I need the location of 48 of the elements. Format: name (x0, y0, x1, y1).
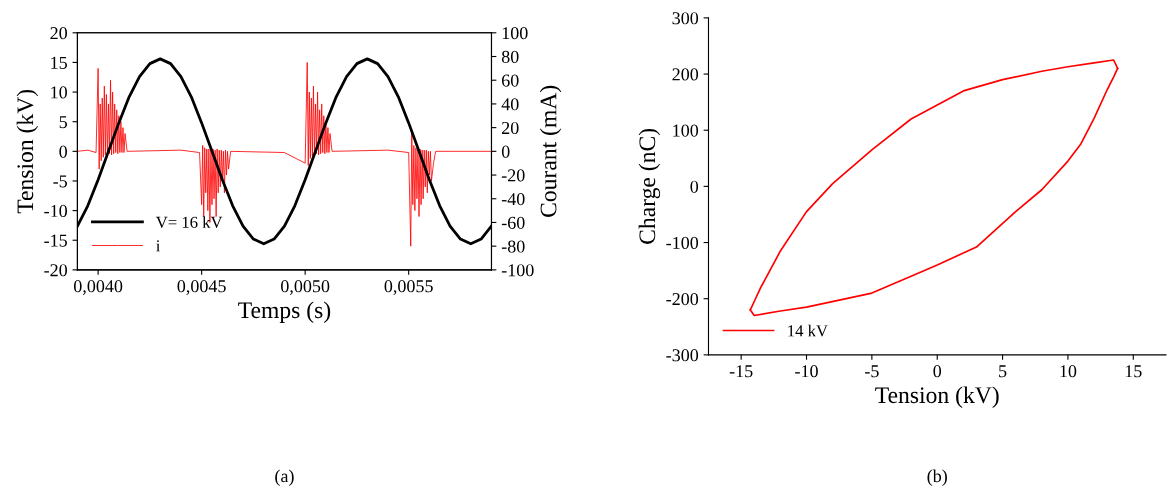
y-tick-label: 5 (59, 116, 67, 129)
y2-tick-label: -80 (501, 240, 525, 253)
x-tick-label: 0,0050 (281, 280, 330, 295)
x-tick-label: 0,0040 (73, 280, 123, 295)
y-tick-label: 200 (672, 68, 699, 81)
y2-tick-label: 40 (501, 98, 519, 111)
legend-label: i (156, 240, 161, 252)
y2-tick-label: 80 (501, 50, 519, 63)
x-axis-title: Tension (kV) (875, 386, 999, 408)
y-tick-label: 100 (673, 124, 699, 137)
y-tick-label: -10 (44, 204, 68, 218)
y2-axis-title: Courant (mA) (539, 85, 562, 217)
legend-label: 14 kV (788, 324, 828, 337)
y2-tick-label: -100 (501, 264, 534, 277)
x-tick-label: 5 (999, 365, 1007, 378)
legend-label: V= 16 kV (155, 216, 223, 229)
x-tick-label: -15 (729, 365, 753, 378)
y-tick-label: 15 (51, 56, 67, 69)
y-tick-label: -200 (666, 292, 699, 306)
y2-tick-label: -60 (501, 216, 525, 229)
x-tick-label: 0,0045 (177, 280, 226, 295)
y-tick-label: -300 (666, 349, 699, 362)
y-tick-label: -5 (53, 175, 67, 188)
y-tick-label: 20 (50, 27, 68, 40)
x-tick-label: 15 (1125, 365, 1142, 378)
y2-tick-label: 20 (502, 121, 519, 135)
y-tick-label: -20 (44, 264, 68, 277)
y-axis-title: Tension (kV) (16, 89, 39, 214)
y-axis-title: Charge (nC) (638, 128, 661, 244)
text: (b) (927, 469, 947, 486)
y2-tick-label: 0 (501, 145, 510, 158)
x-tick-label: 0 (933, 365, 942, 378)
y-tick-label: 300 (672, 12, 699, 25)
y2-tick-label: 100 (502, 27, 528, 40)
y2-tick-label: 60 (501, 74, 519, 87)
y-tick-label: 0 (690, 180, 699, 193)
x-tick-label: 10 (1060, 365, 1077, 378)
y2-tick-label: -40 (501, 193, 525, 206)
x-tick-label: 0,0055 (384, 280, 433, 295)
x-tick-label: -10 (795, 365, 818, 378)
y2-tick-label: -20 (501, 169, 525, 182)
y-tick-label: -15 (44, 234, 67, 247)
y-tick-label: 10 (51, 86, 68, 99)
x-axis-title: Temps (s) (238, 301, 331, 323)
y-tick-label: -100 (666, 236, 699, 249)
text: (a) (275, 469, 294, 486)
x-tick-label: -5 (865, 365, 879, 378)
y-tick-label: 0 (59, 145, 68, 158)
